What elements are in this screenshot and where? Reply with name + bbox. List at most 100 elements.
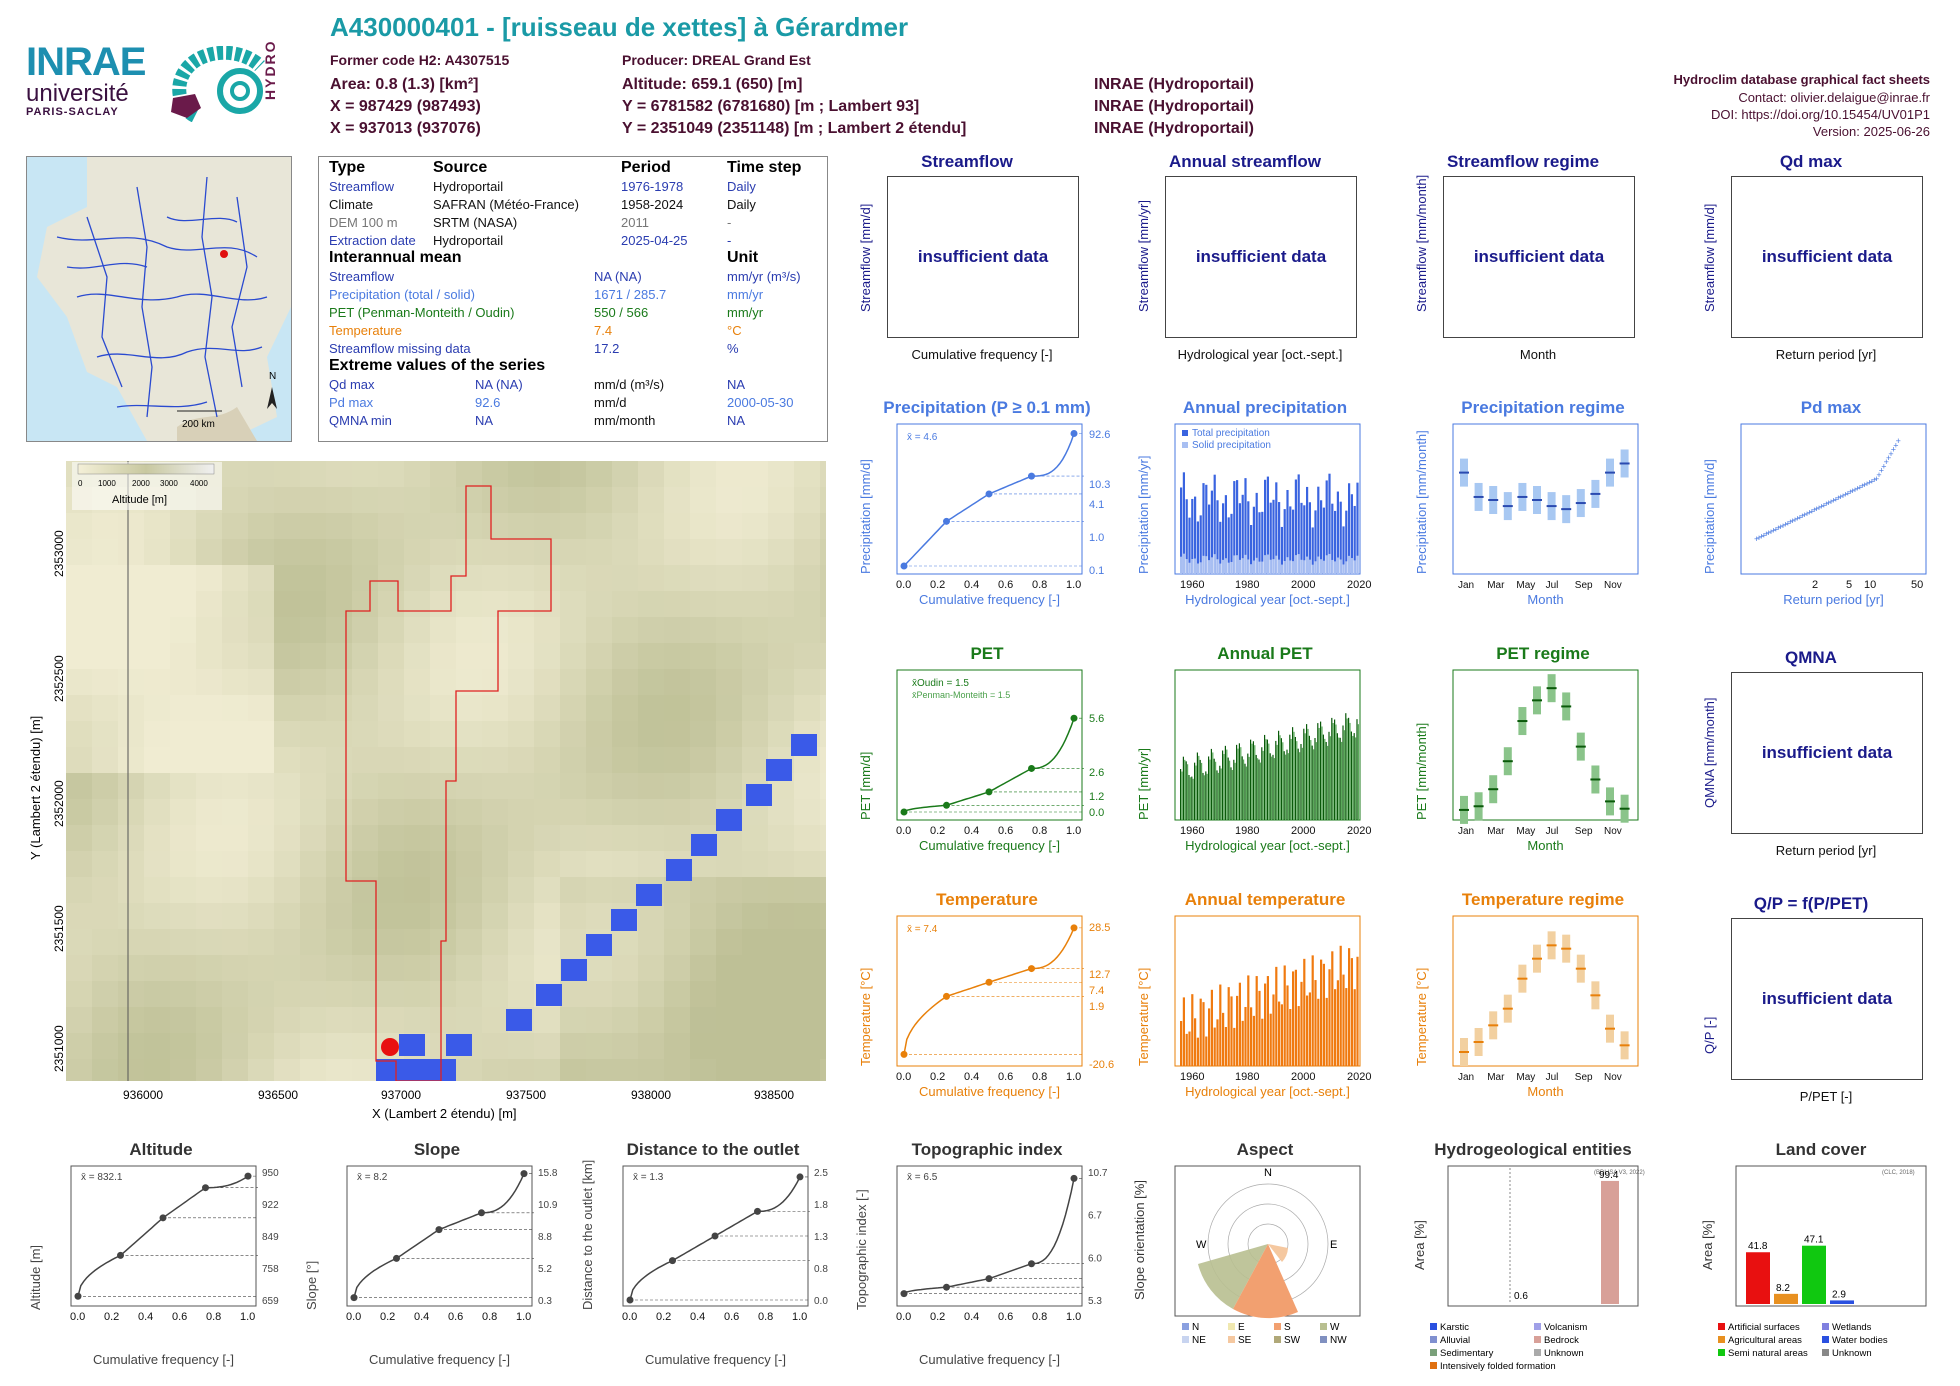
annual-bar-oudin	[1306, 724, 1308, 820]
x-axis-label: Month	[1527, 1084, 1564, 1099]
dem-cell	[196, 721, 222, 747]
dem-cell	[508, 565, 534, 591]
dem-cell	[716, 851, 742, 877]
info-extreme-row: QMNA min NA mm/month NA	[319, 413, 827, 431]
info-row-source: SAFRAN (Météo-France)	[433, 197, 579, 212]
y-axis-label: Precipitation [mm/yr]	[1136, 455, 1151, 574]
dem-cell	[404, 981, 430, 1007]
dem-cell	[378, 851, 404, 877]
quantile-point	[943, 801, 950, 809]
dem-cell	[300, 955, 326, 981]
topo-panel: Slope 0.0 0.2 0.4 0.6 0.8 1.0 x̄ = 8.2 15.8 10.9 8…	[302, 1140, 572, 1380]
dem-legend-tick-3: 3000	[160, 479, 178, 488]
plot-frame	[70, 1165, 257, 1307]
dem-cell	[534, 617, 560, 643]
dem-cell	[274, 1059, 300, 1085]
legend-label: NW	[1330, 1335, 1347, 1346]
annual-bar	[1342, 526, 1345, 574]
dem-cell	[794, 1033, 820, 1059]
panel-title: Annual streamflow	[1168, 152, 1322, 171]
insufficient-data-text: insufficient data	[1473, 247, 1605, 266]
dem-cell	[170, 747, 196, 773]
dem-cell	[326, 643, 352, 669]
dem-cell	[274, 643, 300, 669]
doi-link[interactable]: DOI: https://doi.org/10.15454/UV01P1	[1711, 107, 1930, 122]
dem-cell	[482, 539, 508, 565]
dem-cell	[742, 721, 768, 747]
annual-bar-pm	[1245, 766, 1247, 820]
dem-cell	[430, 799, 456, 825]
hydrogeo-panel: Hydrogeological entities (BDLISA V3, 2022…	[1408, 1140, 1658, 1380]
max-point: +	[1852, 485, 1857, 495]
right-tick: 758	[262, 1264, 279, 1275]
dem-cell	[716, 721, 742, 747]
solid-bar	[1339, 559, 1342, 574]
dem-cell	[196, 799, 222, 825]
annual-bar	[1331, 951, 1334, 1066]
dem-cell	[612, 1059, 638, 1085]
annual-bar	[1180, 487, 1183, 574]
annual-bar-pm	[1282, 742, 1284, 820]
dem-cell	[794, 565, 820, 591]
dem-cell	[586, 903, 612, 929]
info-mean-value: NA (NA)	[594, 269, 642, 284]
dem-cell	[456, 851, 482, 877]
dem-cell	[352, 955, 378, 981]
dem-cell	[352, 799, 378, 825]
dem-cell	[118, 695, 144, 721]
annual-bar-oudin	[1191, 776, 1193, 820]
annual-bar	[1236, 480, 1239, 574]
dem-cell	[456, 747, 482, 773]
x-tick: Sep	[1575, 580, 1593, 591]
dem-cell	[768, 929, 794, 955]
dem-cell	[404, 903, 430, 929]
plot-area: insufficient data	[1731, 176, 1923, 338]
source-3: INRAE (Hydroportail)	[1094, 120, 1254, 137]
x-tick: 0.6	[448, 1311, 463, 1323]
right-tick: -20.6	[1089, 1059, 1114, 1071]
info-extreme-row: Qd max NA (NA) mm/d (m³/s) NA	[319, 377, 827, 395]
dem-cell	[586, 1007, 612, 1033]
dem-cell	[586, 1033, 612, 1059]
dem-cell	[170, 981, 196, 1007]
solid-bar	[1252, 560, 1255, 574]
x-tick: 2020	[1347, 579, 1371, 591]
y-axis-label: Streamflow [mm/yr]	[1136, 200, 1151, 312]
x-tick: 2000	[1291, 1071, 1315, 1083]
legend-swatch	[1718, 1336, 1725, 1343]
chart-svg: 0.0 0.2 0.4 0.6 0.8 1.0x̄ = 8.2 15.810.98.85.2…	[346, 1165, 558, 1323]
dem-cell	[352, 825, 378, 851]
dem-cell	[170, 617, 196, 643]
dem-cell	[196, 513, 222, 539]
info-mean-unit: mm/yr	[727, 305, 764, 320]
solid-bar	[1219, 563, 1222, 574]
dem-cell	[638, 591, 664, 617]
dem-cell	[170, 695, 196, 721]
solid-bar	[1230, 561, 1233, 574]
dem-cell	[430, 617, 456, 643]
dem-cell	[612, 981, 638, 1007]
annual-bar	[1317, 486, 1320, 574]
solid-bar	[1311, 564, 1314, 574]
dem-cell	[456, 981, 482, 1007]
dem-cell	[612, 513, 638, 539]
dem-cell	[248, 1007, 274, 1033]
annual-bar	[1191, 994, 1194, 1066]
dem-cell	[378, 461, 404, 487]
annual-bar	[1348, 948, 1351, 1066]
x-tick: 0.4	[964, 1071, 979, 1083]
france-minimap: 200 km N	[26, 156, 292, 442]
panel-title: Topographic index	[911, 1140, 1063, 1159]
dem-cell	[664, 1007, 690, 1033]
dem-cell	[768, 461, 794, 487]
max-point: +	[1773, 524, 1778, 534]
dem-cell	[248, 591, 274, 617]
dem-cell	[196, 1059, 222, 1085]
solid-bar	[1258, 561, 1261, 574]
dem-cell	[794, 591, 820, 617]
annual-bar-oudin	[1317, 723, 1319, 820]
annual-bar	[1314, 510, 1317, 574]
dem-cell	[690, 617, 716, 643]
annual-bar	[1216, 1019, 1219, 1066]
annual-bar	[1250, 525, 1253, 574]
